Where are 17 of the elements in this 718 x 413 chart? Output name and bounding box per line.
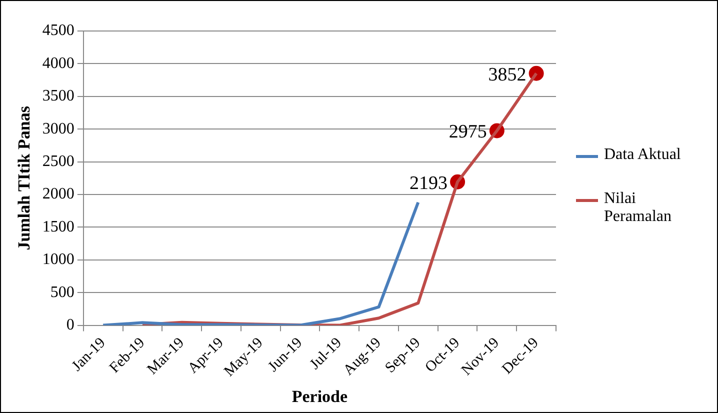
y-tick-label: 3500 [42, 88, 74, 105]
y-tick-label: 500 [50, 284, 74, 301]
y-tick-label: 2500 [42, 153, 74, 170]
y-tick-label: 4000 [42, 54, 74, 72]
data-label: 2975 [448, 122, 487, 143]
y-axis-title: Jumlah TItik Panas [14, 106, 34, 250]
y-tick-label: 0 [66, 316, 74, 334]
data-label: 3852 [488, 64, 526, 86]
x-axis-title: Periode [292, 387, 348, 406]
y-tick-label: 1000 [42, 251, 74, 268]
legend-label: Data Aktual [604, 146, 682, 164]
y-tick-label: 3000 [42, 120, 74, 138]
y-tick-label: 2000 [42, 186, 74, 203]
y-tick-label: 4500 [42, 22, 74, 40]
y-tick-label: 1500 [42, 218, 74, 236]
legend-label: Nilai Peramalan [604, 190, 673, 226]
data-label: 2193 [410, 172, 448, 194]
